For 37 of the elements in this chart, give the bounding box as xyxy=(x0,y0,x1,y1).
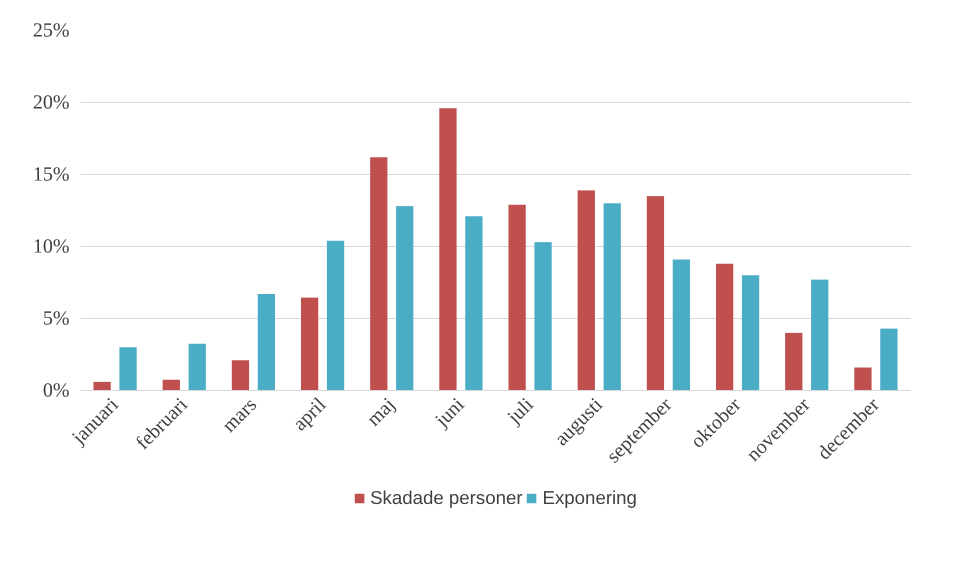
bar xyxy=(672,259,690,390)
bar xyxy=(370,157,388,390)
y-tick-label: 25% xyxy=(32,20,70,42)
bar xyxy=(326,240,344,390)
bar xyxy=(93,382,111,390)
bar xyxy=(508,204,526,390)
y-tick-label: 15% xyxy=(32,164,70,186)
x-tick-label: mars xyxy=(218,394,262,437)
bar xyxy=(604,203,621,390)
bar xyxy=(188,344,206,390)
x-tick-label: juni xyxy=(430,393,470,432)
bar xyxy=(578,190,595,390)
x-tick-label: april xyxy=(288,393,331,436)
y-tick-label: 0% xyxy=(42,380,70,402)
bar xyxy=(811,280,828,390)
y-tick-label: 10% xyxy=(32,236,70,258)
y-tick-label: 20% xyxy=(32,92,70,114)
x-tick-label: juli xyxy=(502,393,538,429)
y-tick-label: 5% xyxy=(42,308,70,330)
bar xyxy=(646,196,664,390)
bar xyxy=(300,298,318,390)
bar xyxy=(162,380,180,390)
bar xyxy=(880,328,898,390)
bar xyxy=(854,367,872,390)
bar xyxy=(534,242,552,390)
bar xyxy=(742,275,760,390)
bar xyxy=(232,360,250,390)
bar xyxy=(716,264,734,390)
bar xyxy=(258,294,276,390)
x-tick-label: maj xyxy=(362,394,400,430)
bar xyxy=(465,216,483,390)
bar xyxy=(785,332,802,390)
bar xyxy=(439,108,457,390)
bar xyxy=(119,347,137,390)
legend-label: Exponering xyxy=(542,487,637,509)
legend-label: Skadade personer xyxy=(370,487,523,509)
bar xyxy=(396,206,414,390)
